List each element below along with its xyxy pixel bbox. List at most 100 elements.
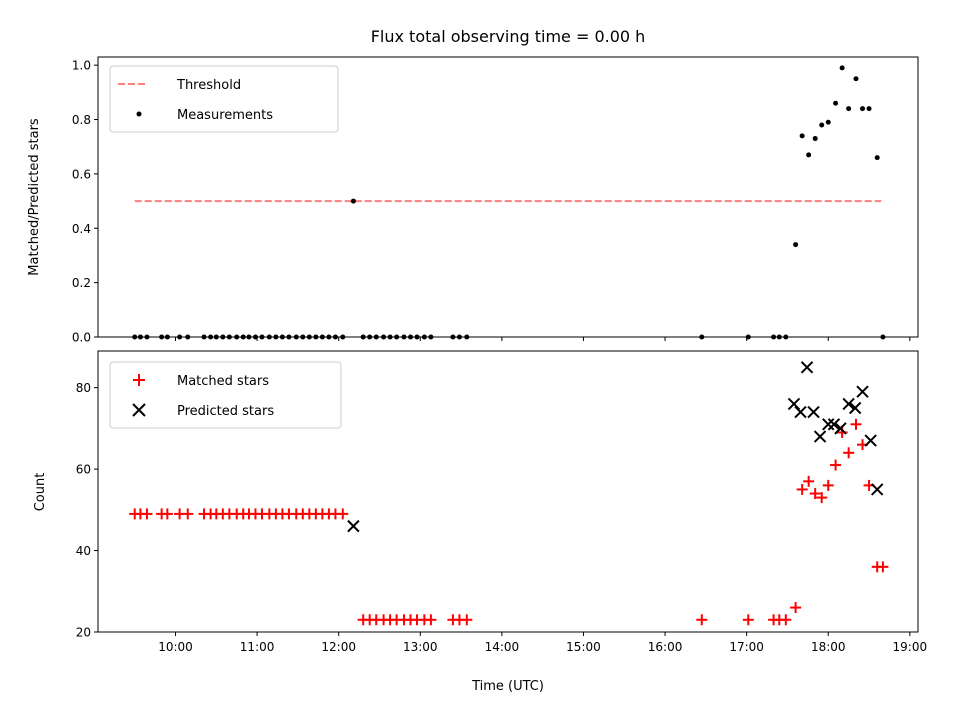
measurement-point bbox=[839, 65, 845, 71]
chart-title: Flux total observing time = 0.00 h bbox=[371, 27, 646, 46]
top-y-tick-label: 0.6 bbox=[72, 167, 91, 181]
x-tick-label: 13:00 bbox=[403, 640, 438, 654]
x-tick-label: 17:00 bbox=[729, 640, 764, 654]
matched-star-point bbox=[425, 614, 437, 626]
predicted-star-point bbox=[827, 418, 841, 431]
predicted-star-point bbox=[834, 422, 847, 435]
legend-measurements-swatch bbox=[136, 111, 142, 117]
bottom-axes: 10:00 11:00 12:00 13:00 14:00 15:00 16:00 17:00… bbox=[76, 381, 927, 654]
measurement-point bbox=[812, 136, 818, 142]
predicted-marker-b bbox=[870, 483, 884, 496]
measurement-point bbox=[806, 152, 812, 158]
legend-threshold-label: Threshold bbox=[176, 78, 241, 93]
measurement-point bbox=[833, 100, 839, 106]
bottom-plot-frame bbox=[97, 350, 919, 633]
matched-star-point bbox=[796, 483, 808, 495]
matched-star-point bbox=[141, 508, 153, 520]
legend-measurements-label: Measurements bbox=[177, 108, 273, 123]
matched-star-point bbox=[843, 447, 855, 459]
measurement-point bbox=[860, 106, 866, 112]
bottom-legend: Matched stars Predicted stars bbox=[109, 361, 342, 429]
measurement-point bbox=[846, 106, 852, 112]
top-axes: 0.0 0.2 0.4 0.6 0.8 1.0 bbox=[72, 59, 911, 345]
bottom-y-tick-label: 20 bbox=[76, 626, 91, 640]
matched-star-point bbox=[161, 508, 173, 520]
bottom-legend-box bbox=[109, 361, 342, 429]
top-y-tick-label: 0.8 bbox=[72, 113, 91, 127]
x-tick-label: 16:00 bbox=[648, 640, 683, 654]
matched-star-point bbox=[780, 614, 792, 626]
top-legend-box bbox=[109, 65, 339, 133]
predicted-star-point bbox=[800, 361, 814, 374]
top-y-tick-label: 0.4 bbox=[72, 222, 91, 236]
top-y-tick-label: 0.2 bbox=[72, 276, 91, 290]
x-tick-label: 15:00 bbox=[566, 640, 601, 654]
matched-star-point bbox=[809, 488, 821, 500]
predicted-marker-b bbox=[800, 361, 814, 374]
top-y-tick-label: 0.0 bbox=[72, 331, 91, 345]
x-tick-label: 19:00 bbox=[893, 640, 928, 654]
matched-star-point bbox=[790, 602, 802, 614]
x-tick-label: 14:00 bbox=[485, 640, 520, 654]
legend-matched-swatch bbox=[133, 374, 145, 386]
predicted-star-point bbox=[842, 397, 855, 411]
top-plot-frame bbox=[97, 56, 919, 338]
x-tick-label: 10:00 bbox=[158, 640, 193, 654]
matched-star-point bbox=[696, 614, 708, 626]
matched-star-point bbox=[182, 508, 194, 520]
matched-star-point bbox=[850, 418, 862, 430]
predicted-star-point bbox=[856, 385, 869, 398]
matched-star-point bbox=[742, 614, 754, 626]
predicted-marker-b bbox=[807, 405, 820, 419]
predicted-marker-b bbox=[813, 430, 827, 443]
matched-star-point bbox=[803, 475, 815, 487]
predicted-star-point bbox=[794, 405, 807, 419]
matched-star-point bbox=[816, 492, 828, 504]
predicted-marker-b bbox=[834, 422, 847, 435]
predicted-star-point bbox=[870, 483, 884, 496]
legend-predicted-label: Predicted stars bbox=[177, 404, 274, 419]
bottom-y-axis-label: Count bbox=[33, 473, 48, 512]
predicted-marker-b bbox=[827, 418, 841, 431]
predicted-star-point bbox=[813, 430, 827, 443]
predicted-marker-b bbox=[864, 434, 877, 447]
measurement-point bbox=[866, 106, 872, 112]
bottom-y-tick-label: 40 bbox=[76, 544, 91, 558]
measurement-point bbox=[874, 155, 880, 161]
top-panel: 0.0 0.2 0.4 0.6 0.8 1.0 Matched/Predicted sta… bbox=[27, 56, 919, 345]
measurement-point bbox=[799, 133, 805, 139]
legend-matched-label: Matched stars bbox=[177, 374, 269, 389]
predicted-marker-b bbox=[822, 418, 835, 431]
measurement-point bbox=[793, 242, 799, 248]
top-y-axis-label: Matched/Predicted stars bbox=[27, 118, 42, 276]
predicted-star-point bbox=[848, 401, 862, 415]
x-tick-label: 18:00 bbox=[811, 640, 846, 654]
x-axis-label: Time (UTC) bbox=[471, 679, 544, 694]
matched-star-point bbox=[822, 479, 834, 491]
predicted-marker-b bbox=[347, 519, 360, 533]
matched-star-point bbox=[461, 614, 473, 626]
predicted-marker-b bbox=[856, 385, 869, 398]
matched-star-point bbox=[877, 561, 889, 573]
matched-star-point bbox=[830, 459, 842, 471]
legend-predicted-swatch bbox=[132, 403, 146, 417]
x-tick-label: 11:00 bbox=[240, 640, 275, 654]
measurement-point bbox=[819, 122, 825, 128]
x-tick-label: 12:00 bbox=[321, 640, 356, 654]
measurement-point bbox=[350, 198, 356, 204]
bottom-plot-marks bbox=[129, 361, 889, 626]
predicted-star-point bbox=[864, 434, 877, 447]
bottom-y-tick-label: 60 bbox=[76, 463, 91, 477]
predicted-star-point bbox=[822, 418, 835, 431]
predicted-star-point bbox=[347, 519, 360, 533]
predicted-star-point bbox=[807, 405, 820, 419]
predicted-marker-b bbox=[848, 401, 862, 415]
bottom-y-tick-label: 80 bbox=[76, 381, 91, 395]
predicted-marker-b bbox=[794, 405, 807, 419]
measurement-point bbox=[853, 76, 859, 82]
top-legend: Threshold Measurements bbox=[109, 65, 339, 133]
top-y-tick-label: 1.0 bbox=[72, 59, 91, 73]
predicted-marker-b bbox=[787, 397, 801, 411]
predicted-marker-b bbox=[842, 397, 855, 411]
